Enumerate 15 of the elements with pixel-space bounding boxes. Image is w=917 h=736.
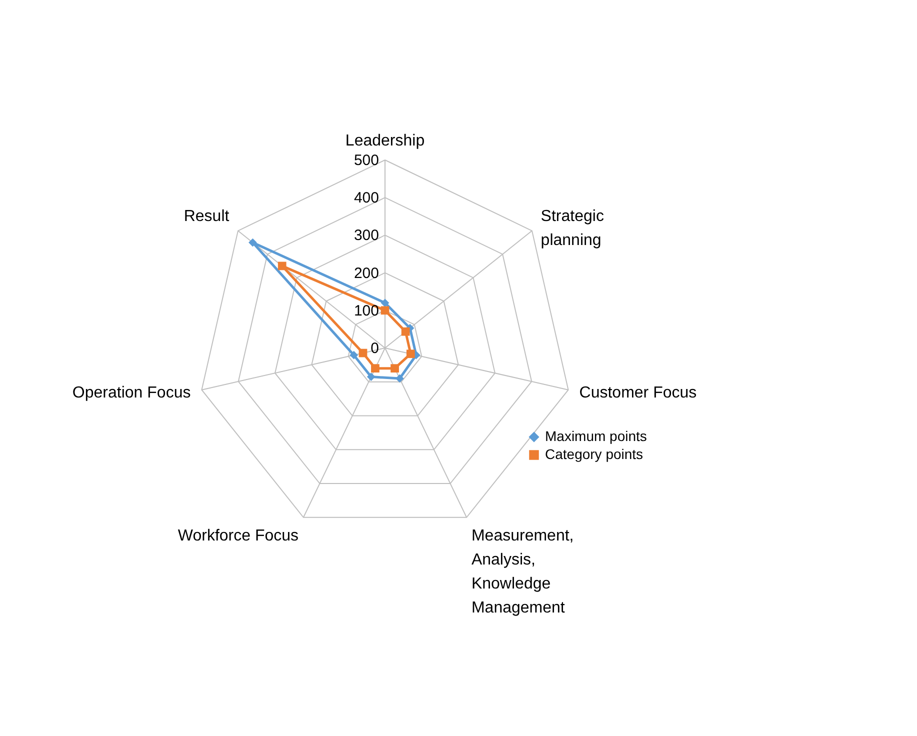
y-tick-label: 300 bbox=[354, 227, 379, 244]
y-tick-label: 100 bbox=[354, 302, 379, 320]
y-tick-label: 0 bbox=[370, 340, 379, 357]
legend-label: Category points bbox=[545, 446, 644, 462]
spoke-label: Customer Focus bbox=[579, 384, 697, 402]
spoke-label: Strategic planning bbox=[540, 208, 604, 249]
y-tick-label: 200 bbox=[354, 264, 379, 282]
spoke-label: Leadership bbox=[345, 132, 425, 150]
y-tick-label: 400 bbox=[354, 190, 379, 207]
spoke-label: Workforce Focus bbox=[178, 528, 299, 545]
spoke-label: Result bbox=[184, 208, 230, 225]
spoke-label: Measurement, Analysis, Knowledge Management bbox=[471, 528, 574, 617]
y-tick-label: 500 bbox=[354, 152, 379, 169]
spoke-label: Operation Focus bbox=[72, 384, 191, 402]
legend-label: Maximum points bbox=[545, 428, 647, 444]
